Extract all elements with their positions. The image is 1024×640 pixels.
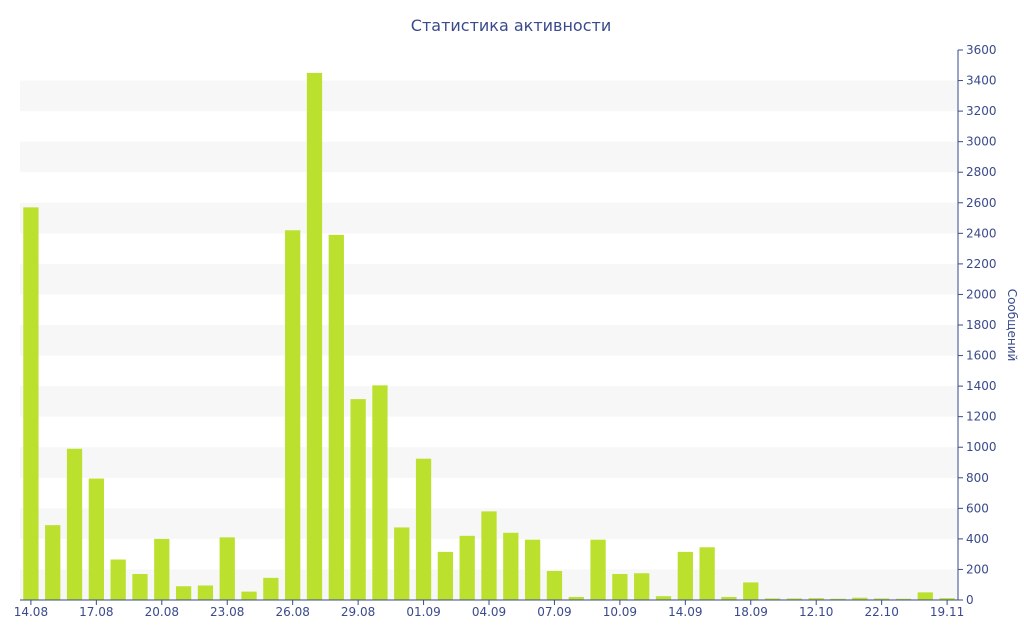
y-tick-label: 3600 (966, 43, 997, 57)
x-tick-label: 22.10 (864, 605, 898, 619)
bar[interactable] (830, 598, 846, 600)
y-tick-label: 0 (966, 593, 974, 607)
y-tick-label: 2200 (966, 257, 997, 271)
y-tick-label: 800 (966, 471, 989, 485)
bar[interactable] (699, 547, 715, 600)
y-tick-label: 1800 (966, 318, 997, 332)
bar[interactable] (546, 570, 563, 600)
bar[interactable] (328, 234, 344, 601)
x-axis: 14.08 17.08 20.08 23.08 26.08 29.08 01.09 04.09… (14, 599, 964, 619)
bar[interactable] (394, 527, 410, 600)
bar[interactable] (415, 458, 432, 600)
x-tick-label: 01.09 (406, 605, 440, 619)
bar[interactable] (917, 592, 933, 600)
bar[interactable] (503, 532, 519, 600)
bar[interactable] (786, 598, 803, 600)
bar[interactable] (481, 511, 497, 600)
x-tick-label: 12.10 (799, 605, 833, 619)
bar[interactable] (764, 598, 781, 600)
y-tick-label: 2800 (966, 165, 997, 179)
bar-series (23, 72, 955, 601)
y-tick-label: 600 (966, 501, 989, 515)
y-tick-label: 1000 (966, 440, 997, 454)
x-tick-label: 14.08 (14, 605, 48, 619)
grid-bands (20, 80, 958, 600)
bar[interactable] (175, 586, 192, 600)
y-tick-label: 1200 (966, 410, 997, 424)
x-tick-label: 17.08 (79, 605, 113, 619)
grid-band (20, 386, 958, 417)
bar[interactable] (110, 559, 126, 600)
bar[interactable] (23, 207, 39, 601)
bar[interactable] (590, 539, 606, 600)
bar[interactable] (655, 596, 672, 600)
bar[interactable] (350, 399, 366, 600)
x-tick-label: 20.08 (145, 605, 179, 619)
bar[interactable] (66, 448, 83, 600)
y-tick-label: 2000 (966, 287, 997, 301)
x-tick-label: 04.09 (472, 605, 506, 619)
y-tick-label: 1600 (966, 349, 997, 363)
bar[interactable] (45, 525, 61, 600)
y-tick-label: 2600 (966, 196, 997, 210)
bar[interactable] (612, 574, 628, 600)
bar[interactable] (285, 230, 301, 600)
x-tick-label: 19.11 (930, 605, 964, 619)
bar[interactable] (154, 538, 170, 600)
y-axis: 0 200 400 600 800 1000 1200 1400 1600 1800 2000 220… (957, 43, 997, 607)
bar[interactable] (219, 537, 235, 600)
bar[interactable] (524, 539, 541, 600)
y-tick-label: 2400 (966, 226, 997, 240)
grid-band (20, 263, 958, 295)
y-tick-label: 200 (966, 562, 989, 576)
bar[interactable] (677, 551, 693, 601)
bar[interactable] (852, 597, 868, 600)
y-tick-label: 1400 (966, 379, 997, 393)
x-tick-label: 07.09 (537, 605, 571, 619)
y-tick-label: 3000 (966, 135, 997, 149)
bar[interactable] (939, 598, 955, 600)
bar[interactable] (634, 573, 650, 600)
y-tick-label: 3200 (966, 104, 997, 118)
bar[interactable] (808, 598, 824, 600)
bar[interactable] (568, 596, 584, 600)
bar[interactable] (437, 551, 454, 601)
bar[interactable] (132, 574, 148, 600)
bar[interactable] (306, 72, 323, 601)
bar[interactable] (197, 585, 214, 600)
x-tick-label: 14.09 (668, 605, 702, 619)
grid-band (20, 141, 958, 173)
bar[interactable] (241, 591, 257, 600)
bar[interactable] (263, 577, 279, 600)
x-tick-label: 29.08 (341, 605, 375, 619)
bar[interactable] (721, 596, 737, 600)
bar[interactable] (874, 598, 890, 600)
bar[interactable] (459, 535, 475, 600)
grid-band (20, 80, 958, 112)
grid-band (20, 325, 958, 356)
grid-band (20, 447, 958, 478)
grid-band (20, 202, 958, 234)
bar[interactable] (743, 582, 759, 600)
chart-title: Статистика активности (411, 16, 611, 35)
bar[interactable] (88, 478, 104, 600)
x-tick-label: 23.08 (210, 605, 244, 619)
y-axis-label: Сообщений (1005, 289, 1019, 362)
bar[interactable] (895, 598, 912, 600)
y-tick-label: 3400 (966, 74, 997, 88)
x-tick-label: 18.09 (734, 605, 768, 619)
x-tick-label: 26.08 (275, 605, 309, 619)
bar[interactable] (372, 385, 388, 600)
y-tick-label: 400 (966, 532, 989, 546)
x-tick-label: 10.09 (603, 605, 637, 619)
